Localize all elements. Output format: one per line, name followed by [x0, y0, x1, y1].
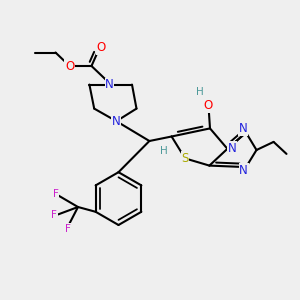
Text: O: O [204, 99, 213, 112]
Text: H: H [196, 87, 203, 97]
Text: F: F [51, 209, 57, 220]
Text: F: F [52, 189, 59, 199]
Text: N: N [228, 142, 237, 155]
Text: O: O [97, 41, 106, 54]
Text: O: O [65, 59, 74, 73]
Text: F: F [65, 224, 71, 234]
Text: N: N [239, 164, 248, 177]
Text: N: N [112, 115, 121, 128]
Text: N: N [105, 78, 114, 91]
Text: N: N [238, 122, 247, 136]
Text: S: S [182, 152, 189, 165]
Text: H: H [160, 146, 168, 156]
